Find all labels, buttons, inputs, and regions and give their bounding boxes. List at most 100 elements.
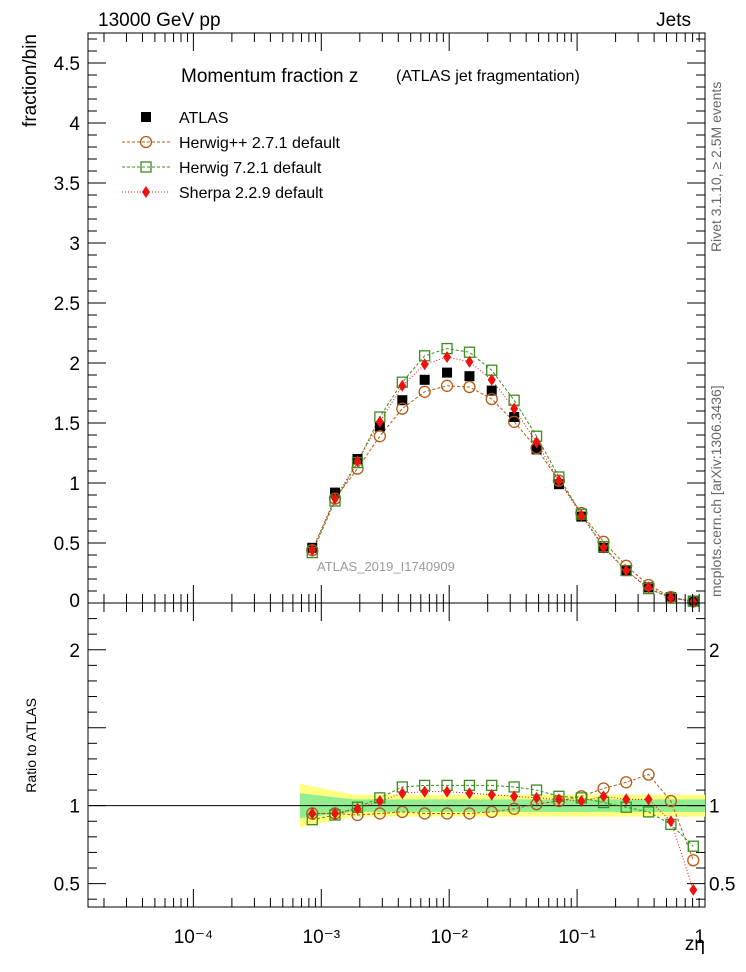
ratio-point-sherpa-2-2-9-default <box>510 790 519 803</box>
y-tick-label: 3.5 <box>54 174 80 195</box>
ratio-point-sherpa-2-2-9-default <box>487 788 496 801</box>
legend-marker <box>139 135 153 149</box>
ratio-point-sherpa-2-2-9-default <box>420 785 429 798</box>
ratio-point-sherpa-2-2-9-default <box>666 815 675 828</box>
chart-subtitle: (ATLAS jet fragmentation) <box>396 68 580 85</box>
ratio-tick-label-right: 0.5 <box>709 875 735 896</box>
ratio-point-herwig-2-7-1-default <box>642 768 655 781</box>
ratio-point-herwig-2-7-1-default <box>418 807 431 820</box>
ratio-point-herwig-2-7-1-default <box>687 854 700 867</box>
chart-title: Momentum fraction z <box>181 66 358 87</box>
legend-label: Sherpa 2.2.9 default <box>179 185 324 202</box>
data-point-sherpa-2-2-9-default <box>487 373 496 386</box>
ratio-y-axis-label: Ratio to ATLAS <box>23 698 39 793</box>
data-point-sherpa-2-2-9-default <box>353 455 362 468</box>
ratio-tick-label-right: 1 <box>709 797 720 818</box>
frames <box>87 32 706 908</box>
data-point-sherpa-2-2-9-default <box>689 595 698 608</box>
ratio-point-herwig-2-7-1-default <box>485 805 498 819</box>
data-point-sherpa-2-2-9-default <box>330 492 339 505</box>
data-point-atlas <box>419 374 430 385</box>
data-point-sherpa-2-2-9-default <box>577 509 586 522</box>
data-point-atlas <box>531 444 542 455</box>
ratio-point-sherpa-2-2-9-default <box>599 790 608 803</box>
ratio-point-sherpa-2-2-9-default <box>644 793 653 806</box>
x-axis-label: zη <box>685 934 705 955</box>
data-point-sherpa-2-2-9-default <box>532 436 541 449</box>
header-left: 13000 GeV pp <box>98 10 221 31</box>
ratio-point-herwig-2-7-1-default <box>507 802 521 815</box>
ratio-point-herwig-2-7-1-default <box>463 807 476 820</box>
y-tick-label-zero: 0 <box>69 591 80 612</box>
x-tick-label: 1 <box>694 927 705 948</box>
y-tick-label: 1.5 <box>54 414 80 435</box>
ratio-point-herwig-2-7-1-default <box>373 807 387 820</box>
y-tick-label: 1 <box>69 474 80 495</box>
ratio-point-sherpa-2-2-9-default <box>353 802 362 815</box>
series-line-sherpa-2-2-9-default <box>311 356 694 603</box>
ratio-point-sherpa-2-2-9-default <box>330 807 339 820</box>
y-tick-label: 3 <box>69 234 80 255</box>
data-point-atlas <box>509 412 520 422</box>
ratio-point-sherpa-2-2-9-default <box>375 794 384 807</box>
data-point-herwig-2-7-1-default <box>463 380 476 394</box>
x-tick-label: 10⁻¹ <box>558 927 596 948</box>
ratio-point-sherpa-2-2-9-default <box>577 794 586 807</box>
data-point-sherpa-2-2-9-default <box>510 402 519 415</box>
ratio-line-herwig-2-7-1-default <box>312 773 694 861</box>
y-tick-label: 2 <box>69 354 80 375</box>
ratio-tick-label: 2 <box>69 641 80 662</box>
ratio-point-herwig-2-7-1-default <box>396 805 409 819</box>
axes: 10⁻⁴ 10⁻³ 10⁻² 10⁻¹ 1 0.5 1 1.5 2 2.5 3 3.5 4 4.5 0 0.5… <box>54 33 735 948</box>
y-tick-label: 4 <box>69 114 80 135</box>
ratio-line-herwig-7-2-1-default <box>312 784 694 847</box>
ratio-point-herwig-7-2-1-default <box>687 840 699 852</box>
data-point-sherpa-2-2-9-default <box>554 474 563 487</box>
data-point-herwig-2-7-1-default <box>373 430 387 443</box>
ratio-point-sherpa-2-2-9-default <box>622 793 631 806</box>
legend-label: ATLAS <box>179 110 229 127</box>
analysis-tag: ATLAS_2019_I1740909 <box>317 559 455 574</box>
data-point-sherpa-2-2-9-default <box>308 544 317 557</box>
data-point-sherpa-2-2-9-default <box>465 355 474 368</box>
data-point-herwig-7-2-1-default <box>463 346 476 358</box>
y-tick-label: 4.5 <box>54 54 80 75</box>
data-point-atlas <box>442 367 453 378</box>
data-point-sherpa-2-2-9-default <box>398 379 407 392</box>
header-right: Jets <box>656 10 691 31</box>
data-point-herwig-2-7-1-default <box>440 379 454 392</box>
data-markers <box>306 342 700 896</box>
x-tick-label: 10⁻⁴ <box>174 927 213 948</box>
ratio-point-sherpa-2-2-9-default <box>465 787 474 800</box>
ratio-point-sherpa-2-2-9-default <box>398 787 407 800</box>
data-point-herwig-2-7-1-default <box>418 385 431 398</box>
ratio-point-sherpa-2-2-9-default <box>554 793 563 806</box>
data-point-atlas <box>397 395 408 406</box>
y-tick-label: 2.5 <box>54 294 80 315</box>
data-point-sherpa-2-2-9-default <box>375 415 384 428</box>
legend-label: Herwig++ 2.7.1 default <box>179 135 341 152</box>
ratio-panel-frame <box>87 602 706 908</box>
data-point-atlas <box>464 371 475 382</box>
legend-label: Herwig 7.2.1 default <box>179 160 322 177</box>
ratio-tick-label: 0.5 <box>54 875 80 896</box>
data-point-sherpa-2-2-9-default <box>666 591 675 604</box>
ratio-point-herwig-2-7-1-default <box>440 807 454 820</box>
ratio-tick-label-right: 2 <box>709 641 720 662</box>
data-point-sherpa-2-2-9-default <box>420 358 429 371</box>
ratio-point-herwig-2-7-1-default <box>664 794 678 808</box>
ratio-point-sherpa-2-2-9-default <box>443 785 452 798</box>
x-tick-label: 10⁻³ <box>303 927 341 948</box>
data-point-herwig-2-7-1-default <box>507 415 521 428</box>
uncertainty-bands <box>88 783 705 828</box>
data-point-sherpa-2-2-9-default <box>644 581 653 594</box>
ratio-point-herwig-2-7-1-default <box>620 776 633 789</box>
data-point-sherpa-2-2-9-default <box>443 351 452 363</box>
x-tick-label: 10⁻² <box>430 927 468 948</box>
data-point-sherpa-2-2-9-default <box>622 564 631 577</box>
source-label: mcplots.cern.ch [arXiv:1306.3436] <box>708 385 724 597</box>
data-point-sherpa-2-2-9-default <box>599 541 608 554</box>
data-point-atlas <box>486 385 497 396</box>
legend-marker <box>142 186 150 198</box>
ratio-point-sherpa-2-2-9-default <box>689 883 698 896</box>
